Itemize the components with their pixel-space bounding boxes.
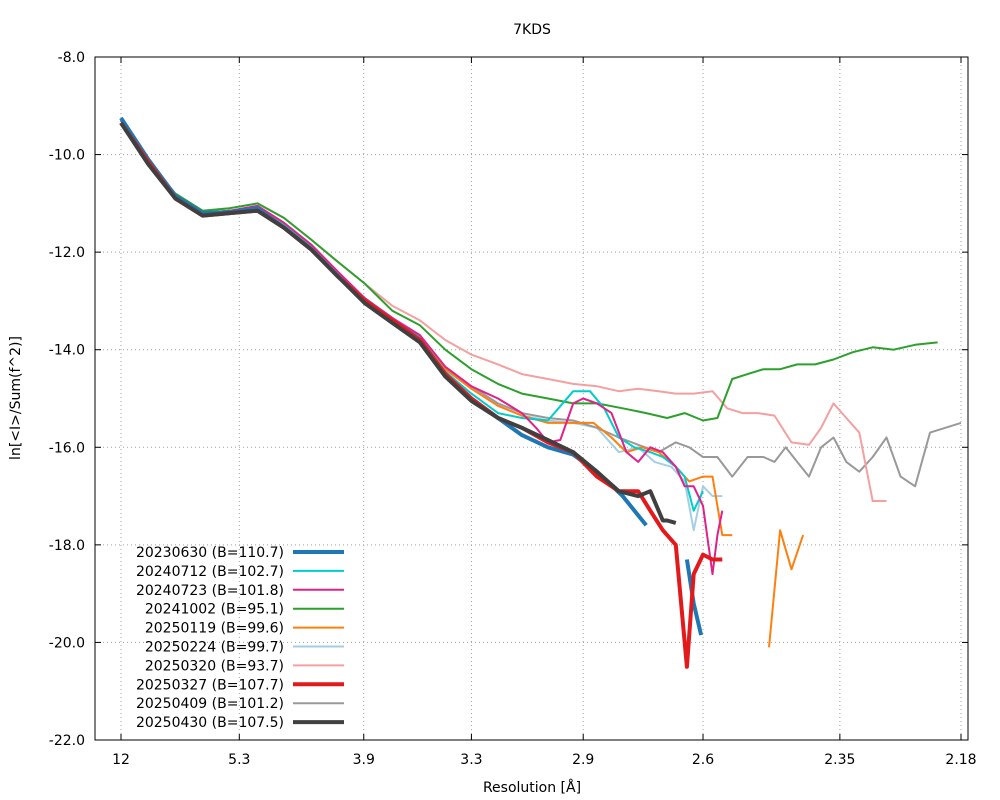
y-tick-label: -18.0: [49, 538, 85, 554]
legend-label: 20250327 (B=107.7): [136, 677, 284, 693]
x-axis-title: Resolution [Å]: [483, 779, 581, 796]
series-lines: [119, 116, 962, 669]
x-tick-label: 12: [112, 752, 130, 768]
legend-label: 20250430 (B=107.5): [136, 715, 284, 731]
y-tick-label: -8.0: [58, 50, 85, 66]
plot-frame: [94, 56, 969, 741]
x-tick-label: 2.35: [824, 752, 855, 768]
x-tick-label: 3.9: [353, 752, 375, 768]
legend-label: 20250409 (B=101.2): [136, 696, 284, 712]
legend-label: 20240723 (B=101.8): [136, 583, 284, 599]
x-tick-label: 3.3: [460, 752, 482, 768]
x-tick-label: 2.18: [945, 752, 976, 768]
series-line: [119, 121, 677, 525]
x-tick-label: 5.3: [228, 752, 250, 768]
y-tick-label: -20.0: [49, 635, 85, 651]
legend-label: 20240712 (B=102.7): [136, 564, 284, 580]
grid: [95, 57, 968, 740]
chart-title: 7KDS: [513, 22, 551, 38]
legend-label: 20241002 (B=95.1): [145, 602, 284, 618]
x-tick-label: 2.9: [572, 752, 594, 768]
y-tick-label: -12.0: [49, 245, 85, 261]
legend-label: 20250224 (B=99.7): [145, 640, 284, 656]
axis-ticks: 12 5.3 3.9 3.3 2.9 2.6 2.35 2.18 -8.0 -10.0 -12.0 -…: [49, 50, 977, 768]
legend: 20230630 (B=110.7) 20240712 (B=102.7) 2024…: [136, 545, 344, 731]
y-tick-label: -22.0: [49, 733, 85, 749]
legend-label: 20230630 (B=110.7): [136, 545, 284, 561]
y-tick-label: -14.0: [49, 343, 85, 359]
x-tick-label: 2.6: [692, 752, 714, 768]
y-tick-label: -10.0: [49, 148, 85, 164]
legend-label: 20250119 (B=99.6): [145, 621, 284, 637]
y-axis-title: ln[<I>/Sum(f^2)]: [8, 336, 24, 460]
legend-label: 20250320 (B=93.7): [145, 658, 284, 674]
y-tick-label: -16.0: [49, 440, 85, 456]
